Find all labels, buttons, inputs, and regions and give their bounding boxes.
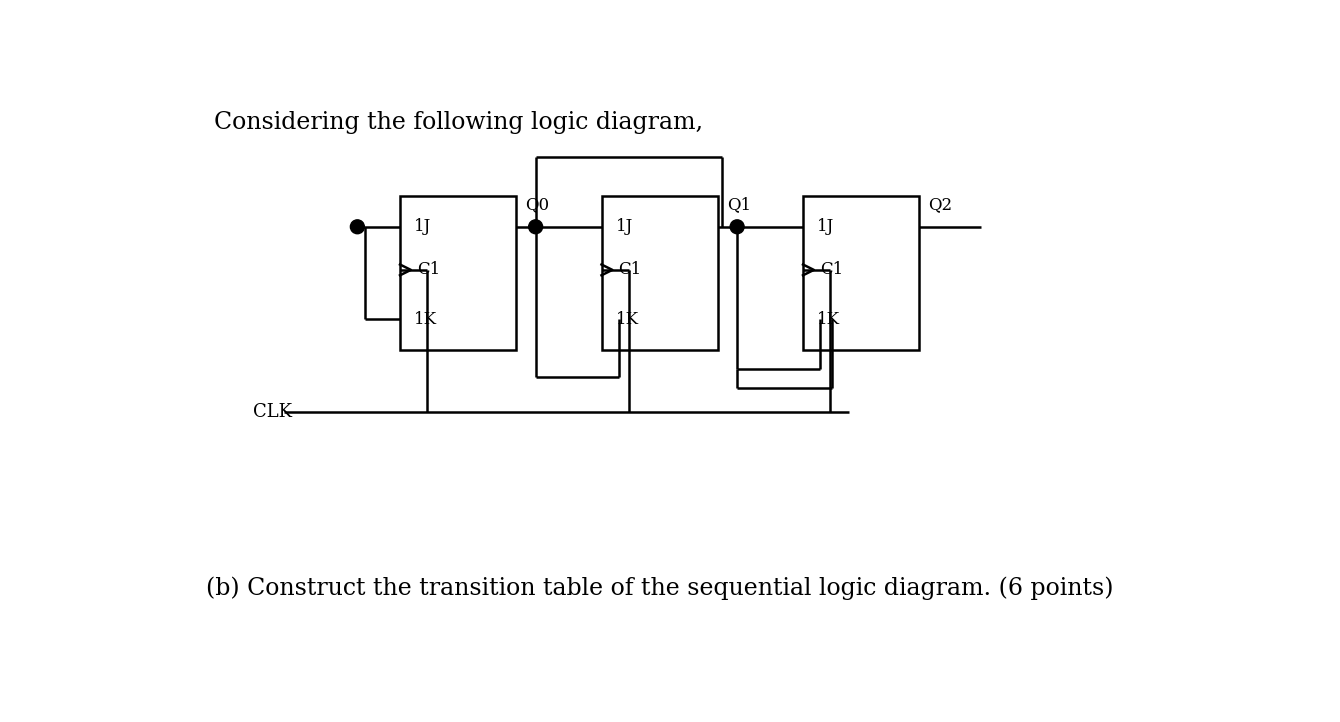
Text: C1: C1 <box>619 261 642 279</box>
Circle shape <box>350 220 364 234</box>
Text: (b) Construct the transition table of the sequential logic diagram. (6 points): (b) Construct the transition table of th… <box>206 577 1114 600</box>
Bar <box>803 196 919 350</box>
Text: Considering the following logic diagram,: Considering the following logic diagram, <box>214 111 704 134</box>
Text: CLK: CLK <box>253 403 292 421</box>
Text: Q2: Q2 <box>929 196 953 213</box>
Text: 1K: 1K <box>817 310 840 328</box>
Text: 1K: 1K <box>414 310 437 328</box>
Text: 1J: 1J <box>817 218 835 235</box>
Text: Q0: Q0 <box>525 196 549 213</box>
Text: C1: C1 <box>417 261 441 279</box>
Circle shape <box>529 220 543 234</box>
Bar <box>401 196 516 350</box>
Circle shape <box>730 220 744 234</box>
Text: C1: C1 <box>820 261 843 279</box>
Text: 1J: 1J <box>414 218 431 235</box>
Text: 1K: 1K <box>615 310 639 328</box>
Text: 1J: 1J <box>615 218 632 235</box>
Bar <box>602 196 718 350</box>
Text: Q1: Q1 <box>728 196 752 213</box>
